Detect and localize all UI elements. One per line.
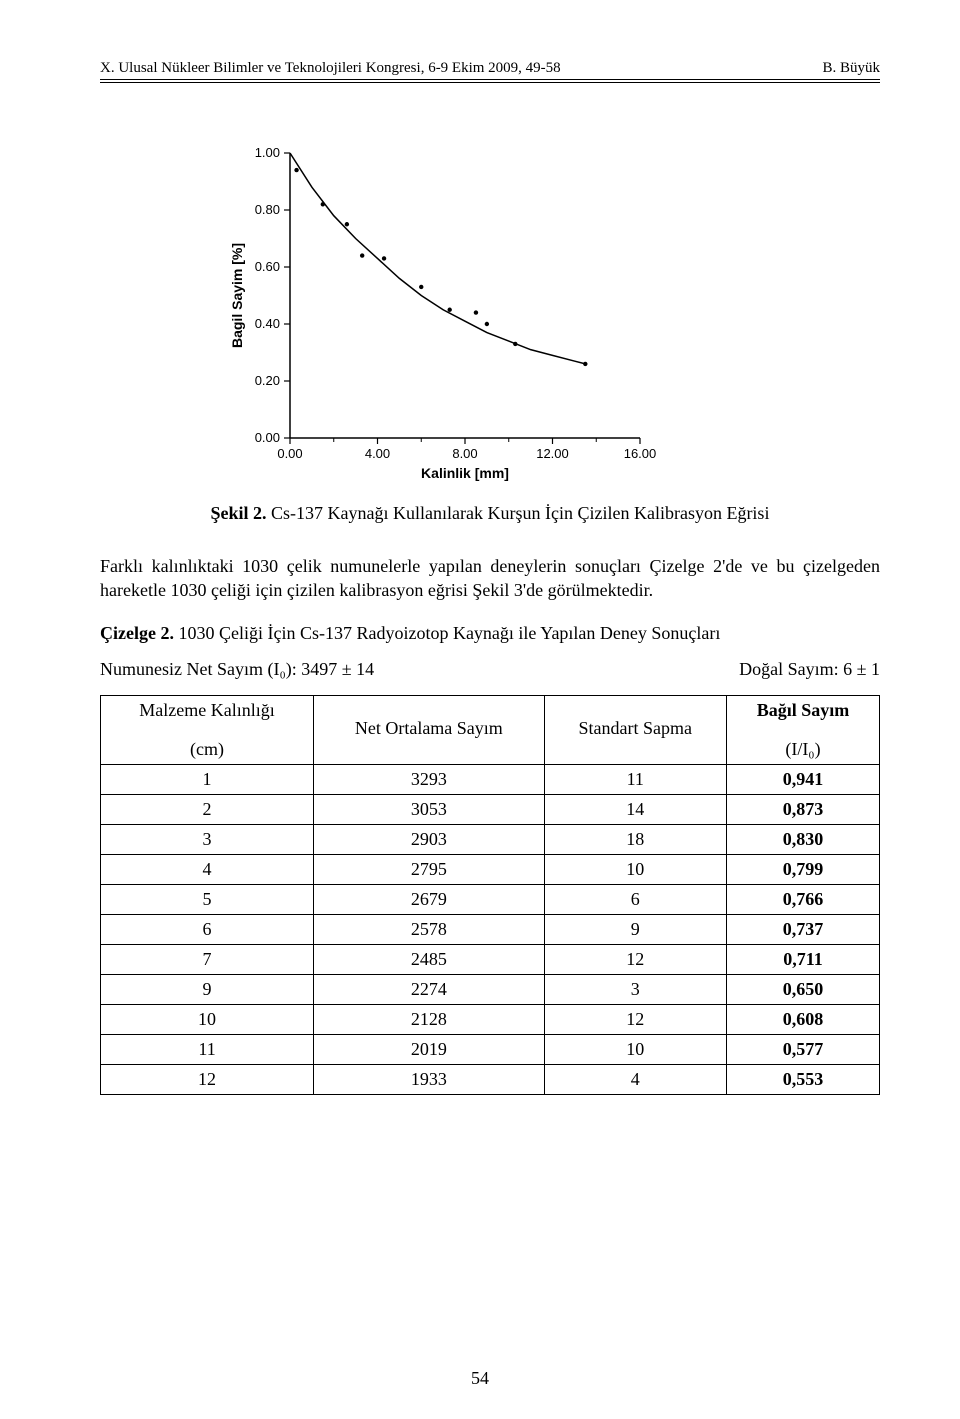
page-container: X. Ulusal Nükleer Bilimler ve Teknolojil… (0, 0, 960, 1419)
th-malzeme: Malzeme Kalınlığı (cm) (101, 695, 314, 764)
figure-caption: Şekil 2. Cs-137 Kaynağı Kullanılarak Kur… (100, 503, 880, 524)
table-cell: 2128 (314, 1004, 545, 1034)
table-cell: 5 (101, 884, 314, 914)
table-cell: 4 (101, 854, 314, 884)
table-row: 32903180,830 (101, 824, 880, 854)
header-rule (100, 82, 880, 83)
table-cell: 10 (544, 1034, 726, 1064)
measurement-line: Numunesiz Net Sayım (I₀): 3497 ± 14 Doğa… (100, 659, 880, 680)
table-cell: 3293 (314, 764, 545, 794)
table-cell: 0,737 (726, 914, 879, 944)
table-cell: 10 (544, 854, 726, 884)
svg-text:8.00: 8.00 (452, 446, 477, 461)
th-net-ortalama-text: Net Ortalama Sayım (322, 718, 536, 739)
chart-svg: 0.00 0.20 0.40 0.60 0.80 1.00 0.00 4.00 8.00 12.0… (220, 143, 660, 493)
body-paragraph: Farklı kalınlıktaki 1030 çelik numuneler… (100, 554, 880, 603)
table-header-row: Malzeme Kalınlığı (cm) Net Ortalama Sayı… (101, 695, 880, 764)
table-cell: 2 (101, 794, 314, 824)
table-cell: 12 (101, 1064, 314, 1094)
table-row: 72485120,711 (101, 944, 880, 974)
numunesiz-net-sayim: Numunesiz Net Sayım (I₀): 3497 ± 14 (100, 659, 374, 680)
table-cell: 0,650 (726, 974, 879, 1004)
table-row: 9227430,650 (101, 974, 880, 1004)
table-cell: 10 (101, 1004, 314, 1034)
svg-text:0.40: 0.40 (255, 316, 280, 331)
table-cell: 0,941 (726, 764, 879, 794)
th-malzeme-top: Malzeme Kalınlığı (109, 700, 305, 721)
svg-text:1.00: 1.00 (255, 145, 280, 160)
table-cell: 1 (101, 764, 314, 794)
page-number: 54 (0, 1368, 960, 1389)
table-cell: 14 (544, 794, 726, 824)
svg-text:4.00: 4.00 (365, 446, 390, 461)
table-caption-label: Çizelge 2. (100, 623, 174, 643)
svg-text:16.00: 16.00 (624, 446, 657, 461)
table-cell: 4 (544, 1064, 726, 1094)
table-cell: 2274 (314, 974, 545, 1004)
table-cell: 3053 (314, 794, 545, 824)
table-cell: 3 (101, 824, 314, 854)
table-row: 112019100,577 (101, 1034, 880, 1064)
th-malzeme-bottom: (cm) (109, 739, 305, 760)
dogal-sayim: Doğal Sayım: 6 ± 1 (739, 659, 880, 680)
table-cell: 6 (544, 884, 726, 914)
th-bagil-sayim: Bağıl Sayım (I/I₀) (726, 695, 879, 764)
table-cell: 6 (101, 914, 314, 944)
table-cell: 2903 (314, 824, 545, 854)
table-caption-text: 1030 Çeliği İçin Cs-137 Radyoizotop Kayn… (178, 623, 720, 643)
table-cell: 11 (544, 764, 726, 794)
table-cell: 18 (544, 824, 726, 854)
page-header: X. Ulusal Nükleer Bilimler ve Teknolojil… (100, 60, 880, 80)
table-caption: Çizelge 2. 1030 Çeliği İçin Cs-137 Radyo… (100, 623, 880, 644)
table-body: 13293110,94123053140,87332903180,8304279… (101, 764, 880, 1094)
calibration-chart: 0.00 0.20 0.40 0.60 0.80 1.00 0.00 4.00 8.00 12.0… (220, 143, 880, 493)
table-cell: 9 (101, 974, 314, 1004)
table-cell: 2679 (314, 884, 545, 914)
table-row: 42795100,799 (101, 854, 880, 884)
svg-text:0.00: 0.00 (277, 446, 302, 461)
figure-caption-text: Cs-137 Kaynağı Kullanılarak Kurşun İçin … (271, 503, 769, 523)
svg-text:0.60: 0.60 (255, 259, 280, 274)
table-cell: 2019 (314, 1034, 545, 1064)
table-cell: 9 (544, 914, 726, 944)
table-cell: 12 (544, 944, 726, 974)
table-cell: 0,766 (726, 884, 879, 914)
table-row: 6257890,737 (101, 914, 880, 944)
table-row: 102128120,608 (101, 1004, 880, 1034)
svg-text:12.00: 12.00 (536, 446, 569, 461)
table-cell: 0,830 (726, 824, 879, 854)
table-cell: 0,799 (726, 854, 879, 884)
table-row: 12193340,553 (101, 1064, 880, 1094)
table-cell: 0,873 (726, 794, 879, 824)
table-cell: 0,711 (726, 944, 879, 974)
table-cell: 0,608 (726, 1004, 879, 1034)
figure-label: Şekil 2. (211, 503, 267, 523)
th-standart-sapma: Standart Sapma (544, 695, 726, 764)
svg-text:0.20: 0.20 (255, 373, 280, 388)
table-cell: 3 (544, 974, 726, 1004)
table-cell: 2795 (314, 854, 545, 884)
table-row: 13293110,941 (101, 764, 880, 794)
th-bagil-top: Bağıl Sayım (735, 700, 871, 721)
th-net-ortalama: Net Ortalama Sayım (314, 695, 545, 764)
table-cell: 2578 (314, 914, 545, 944)
svg-text:0.00: 0.00 (255, 430, 280, 445)
svg-text:Bagil Sayim [%]: Bagil Sayim [%] (229, 243, 245, 348)
th-bagil-bottom: (I/I₀) (735, 739, 871, 760)
th-standart-sapma-text: Standart Sapma (553, 718, 718, 739)
table-cell: 0,553 (726, 1064, 879, 1094)
table-cell: 1933 (314, 1064, 545, 1094)
header-left: X. Ulusal Nükleer Bilimler ve Teknolojil… (100, 60, 561, 77)
table-row: 5267960,766 (101, 884, 880, 914)
header-right: B. Büyük (822, 60, 880, 77)
table-cell: 2485 (314, 944, 545, 974)
svg-text:0.80: 0.80 (255, 202, 280, 217)
table-cell: 7 (101, 944, 314, 974)
data-table: Malzeme Kalınlığı (cm) Net Ortalama Sayı… (100, 695, 880, 1095)
table-cell: 11 (101, 1034, 314, 1064)
table-cell: 0,577 (726, 1034, 879, 1064)
table-row: 23053140,873 (101, 794, 880, 824)
table-cell: 12 (544, 1004, 726, 1034)
svg-text:Kalinlik [mm]: Kalinlik [mm] (421, 465, 509, 481)
